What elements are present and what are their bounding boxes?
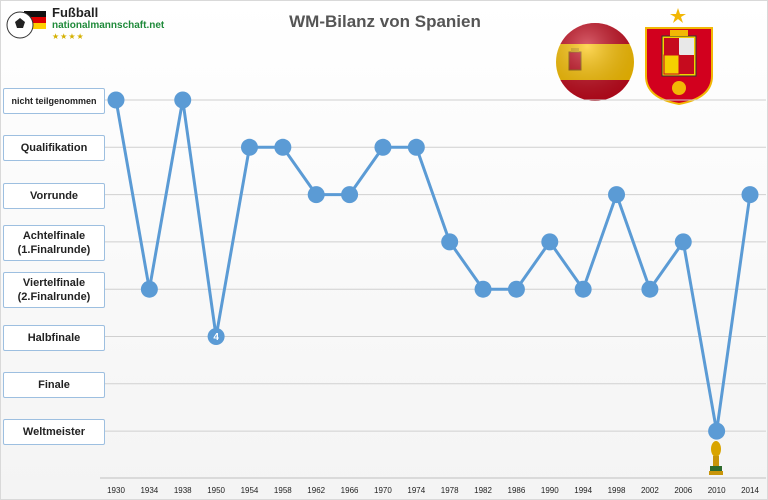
x-tick-label: 1994	[574, 486, 593, 495]
data-point	[274, 138, 292, 156]
federation-crest-icon	[645, 8, 713, 106]
category-label-text: Halbfinale	[27, 331, 81, 344]
data-point	[341, 186, 359, 204]
world-cup-trophy-icon	[709, 441, 723, 475]
logo-stars: ★★★★	[52, 32, 85, 41]
series-line-layer	[114, 98, 752, 433]
data-point	[174, 91, 192, 109]
data-point-layer: 4	[107, 91, 759, 440]
x-tick-label: 1970	[374, 486, 392, 495]
x-tick-label: 1954	[240, 486, 259, 495]
category-label: Vorrunde	[3, 182, 105, 209]
category-label-text: nicht teilgenommen	[11, 96, 97, 106]
category-label: nicht teilgenommen	[3, 88, 105, 114]
data-point	[207, 328, 225, 345]
site-logo: Fußball nationalmannschaft.net ★★★★	[4, 3, 169, 43]
x-tick-label: 1958	[273, 486, 292, 495]
x-tick-label: 1938	[173, 486, 192, 495]
category-label-text: Finale	[38, 378, 70, 391]
data-point	[307, 186, 325, 204]
logo-text-line2: nationalmannschaft.net	[52, 20, 165, 31]
data-point	[541, 233, 559, 251]
x-tick-label: 2002	[640, 486, 659, 495]
data-point	[708, 422, 726, 440]
data-point	[140, 280, 158, 298]
category-label: Achtelfinale (1.Finalrunde)	[3, 224, 105, 261]
category-label-text: Achtelfinale (1.Finalrunde)	[17, 229, 91, 256]
x-tick-label: 1962	[307, 486, 326, 495]
data-label: 4	[213, 332, 219, 343]
data-point	[574, 280, 592, 298]
football-flag-icon	[6, 11, 46, 39]
data-point	[608, 186, 626, 204]
category-label-text: Qualifikation	[20, 142, 88, 155]
data-point	[374, 138, 392, 156]
grid-lines	[100, 99, 766, 479]
data-point	[441, 233, 459, 251]
data-point	[407, 138, 425, 156]
data-point	[674, 233, 692, 251]
x-tick-label: 1986	[507, 486, 526, 495]
x-tick-label: 2006	[674, 486, 693, 495]
category-label: Qualifikation	[3, 135, 105, 162]
chart-title: WM-Bilanz von Spanien	[289, 12, 481, 31]
x-tick-label: 1974	[407, 486, 426, 495]
x-tick-label: 1978	[440, 486, 459, 495]
x-tick-label: 2014	[741, 486, 759, 495]
spain-flag-icon	[556, 23, 634, 101]
x-tick-label: 1934	[140, 486, 159, 495]
data-point	[240, 138, 258, 156]
category-label-text: Viertelfinale (2.Finalrunde)	[17, 277, 91, 304]
x-tick-label: 1930	[107, 486, 125, 495]
x-tick-label: 1966	[340, 486, 359, 495]
x-tick-label: 1990	[540, 486, 559, 495]
x-tick-label: 1998	[607, 486, 626, 495]
series-line	[114, 98, 752, 433]
x-tick-label: 2010	[707, 486, 726, 495]
data-point	[107, 91, 125, 109]
x-tick-label: 1982	[474, 486, 492, 495]
data-point	[507, 280, 525, 298]
category-label: Viertelfinale (2.Finalrunde)	[3, 272, 105, 309]
category-label-text: Vorrunde	[29, 189, 79, 202]
data-point	[474, 280, 492, 298]
category-label: Finale	[3, 371, 105, 398]
x-tick-label: 1950	[207, 486, 225, 495]
data-point	[741, 186, 759, 204]
category-label: Halbfinale	[3, 324, 105, 351]
logo-text-line1: Fußball	[52, 5, 99, 20]
data-point	[641, 280, 659, 298]
category-label-text: Weltmeister	[22, 426, 86, 439]
category-label: Weltmeister	[3, 419, 105, 446]
